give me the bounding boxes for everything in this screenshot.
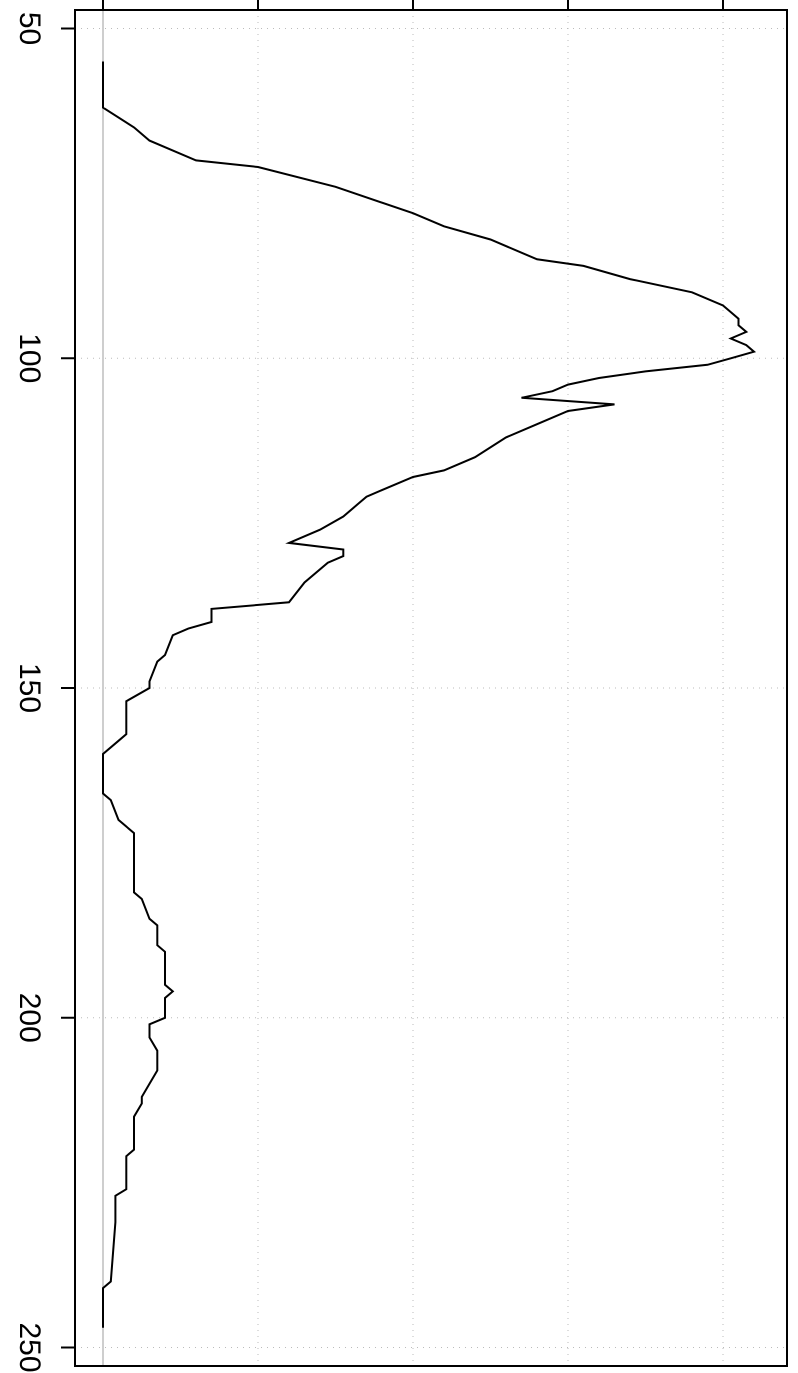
- x-axis-ticks: [61, 27, 75, 1349]
- x-tick-label-150: 150: [13, 663, 46, 713]
- y-axis-ticks: [102, 0, 724, 10]
- x-tick-label-100: 100: [13, 333, 46, 383]
- x-axis-tick-labels: 50 100 150 200 250: [13, 12, 46, 1373]
- x-tick-label-50: 50: [13, 12, 46, 45]
- grid-lines: [75, 10, 787, 1366]
- series-line: [102, 61, 757, 1328]
- x-tick-label-200: 200: [13, 993, 46, 1043]
- x-tick-label-250: 250: [13, 1322, 46, 1372]
- plot-frame: [74, 9, 788, 1367]
